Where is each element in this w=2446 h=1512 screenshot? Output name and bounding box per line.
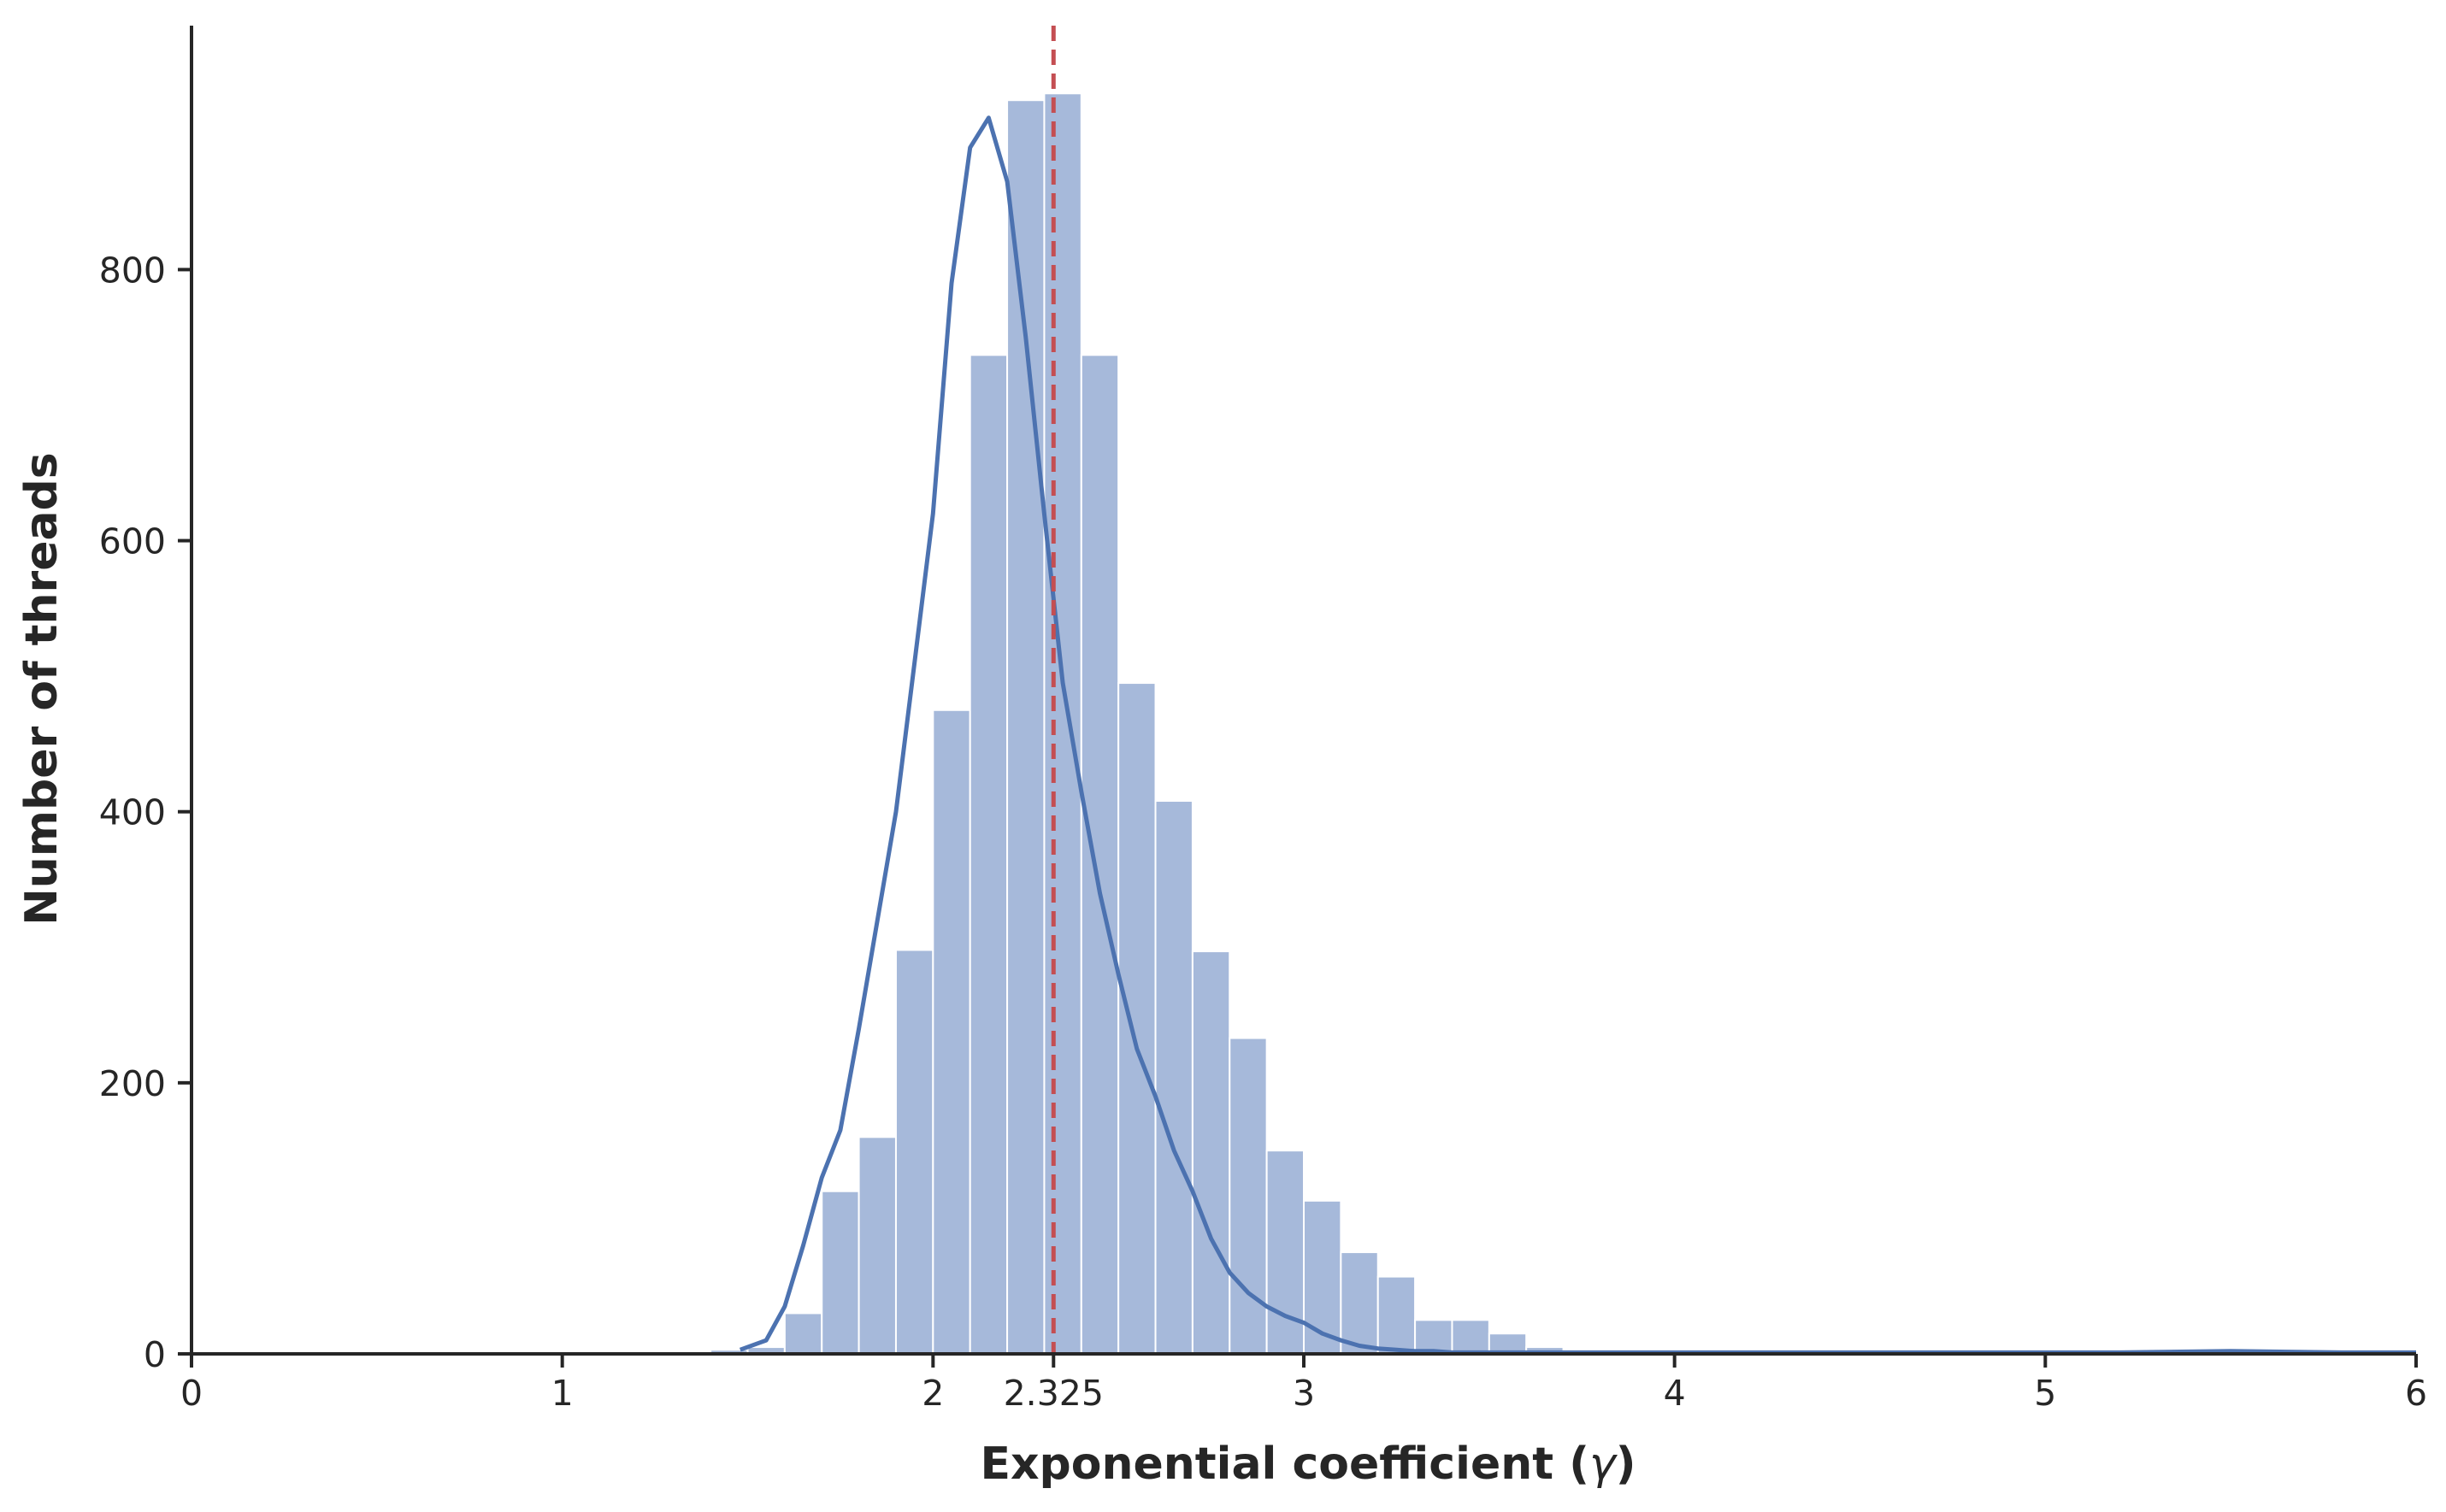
histogram-bar: [1006, 99, 1046, 1356]
x-axis-label-symbol: γ: [1589, 1438, 1618, 1490]
y-tick-label: 200: [99, 1063, 166, 1104]
x-axis-label-text: Exponential coefficient: [980, 1438, 1553, 1490]
histogram-bar: [894, 949, 934, 1355]
histogram-bar: [783, 1312, 823, 1356]
histogram-bar: [1191, 950, 1231, 1355]
histogram-bar: [1414, 1319, 1453, 1356]
histogram-bar: [858, 1136, 897, 1356]
x-tick-label: 1: [551, 1373, 574, 1414]
histogram-bar: [1265, 1150, 1305, 1355]
x-tick-label: 2: [922, 1373, 944, 1414]
x-axis-label-open-paren: (: [1553, 1438, 1589, 1490]
y-axis-ticks: 0 200 400 600 800: [99, 250, 192, 1375]
histogram-bars: [710, 92, 2269, 1356]
histogram-bar: [1340, 1251, 1379, 1355]
x-axis-label: Exponential coefficient (γ): [980, 1438, 1636, 1490]
histogram-bar: [1117, 682, 1157, 1355]
y-tick-label: 800: [99, 250, 166, 291]
x-tick-label: 0: [180, 1373, 203, 1414]
x-tick-label: 4: [1664, 1373, 1686, 1414]
histogram-bar: [1376, 1275, 1417, 1355]
x-axis-ticks: 0 1 2 2.325 3 4 5 6: [180, 1354, 2427, 1414]
y-tick-label: 0: [144, 1334, 166, 1375]
x-tick-label: 5: [2034, 1373, 2056, 1414]
histogram-bar: [821, 1190, 860, 1355]
x-axis-label-close-paren: ): [1616, 1438, 1636, 1490]
histogram-bar: [1451, 1319, 1490, 1356]
histogram-bar: [1229, 1037, 1268, 1355]
x-tick-label: 2.325: [1004, 1373, 1104, 1414]
histogram-bar: [932, 709, 971, 1355]
x-tick-label: 3: [1293, 1373, 1315, 1414]
y-tick-label: 600: [99, 521, 166, 562]
y-tick-label: 400: [99, 792, 166, 833]
histogram-bar: [1154, 800, 1194, 1355]
histogram-bar: [1303, 1199, 1342, 1356]
histogram-bar: [969, 354, 1009, 1355]
x-tick-label: 6: [2405, 1373, 2427, 1414]
histogram-bar: [1043, 92, 1082, 1355]
y-axis-label: Number of threads: [16, 452, 68, 925]
histogram-bar: [1080, 354, 1120, 1355]
